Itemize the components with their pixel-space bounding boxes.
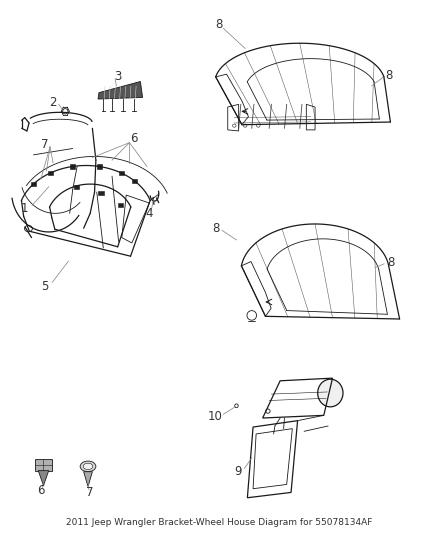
- Text: 2: 2: [49, 96, 57, 109]
- Ellipse shape: [80, 461, 96, 472]
- Text: 5: 5: [41, 280, 48, 293]
- Text: 8: 8: [387, 256, 394, 269]
- Bar: [119, 171, 124, 175]
- Text: 4: 4: [145, 207, 153, 220]
- Bar: [35, 459, 52, 471]
- Bar: [31, 182, 36, 186]
- Text: 9: 9: [234, 465, 241, 478]
- Bar: [48, 171, 53, 175]
- Bar: [132, 179, 137, 183]
- Bar: [99, 191, 104, 195]
- Bar: [97, 164, 102, 168]
- Text: 8: 8: [212, 222, 219, 235]
- Ellipse shape: [83, 463, 93, 470]
- Polygon shape: [84, 472, 92, 487]
- Bar: [118, 203, 123, 207]
- Text: 8: 8: [215, 18, 223, 31]
- Bar: [74, 185, 79, 189]
- Bar: [70, 164, 75, 168]
- Text: 7: 7: [41, 138, 48, 151]
- Text: 3: 3: [114, 70, 121, 83]
- Text: 8: 8: [385, 69, 393, 82]
- Text: 6: 6: [130, 132, 138, 146]
- Text: 10: 10: [208, 410, 223, 423]
- Text: 6: 6: [38, 484, 45, 497]
- Text: 2011 Jeep Wrangler Bracket-Wheel House Diagram for 55078134AF: 2011 Jeep Wrangler Bracket-Wheel House D…: [66, 518, 372, 527]
- Ellipse shape: [318, 379, 343, 407]
- Polygon shape: [98, 82, 143, 99]
- Polygon shape: [38, 471, 49, 486]
- Text: 1: 1: [21, 201, 28, 214]
- Text: 7: 7: [85, 487, 93, 499]
